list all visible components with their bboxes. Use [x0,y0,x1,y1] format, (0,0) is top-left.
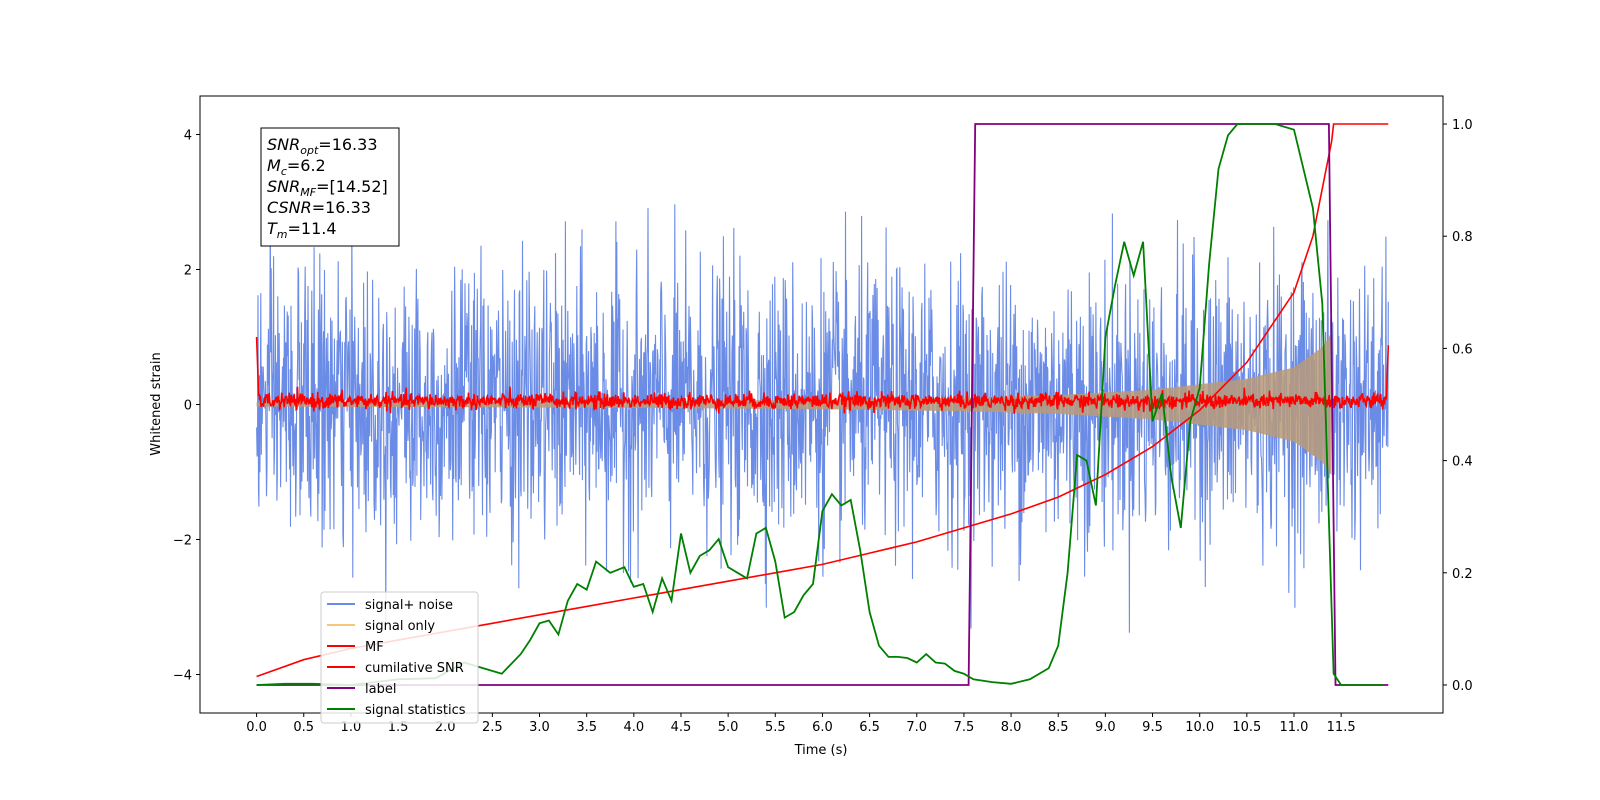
legend: signal+ noise signal only MF cumilative SNR… [320,591,479,724]
x-tick-label: 4.0 [623,720,644,735]
x-tick-label: 0.0 [246,720,267,735]
legend-label: MF [365,640,384,655]
x-tick-label: 2.5 [482,720,503,735]
x-tick-label: 3.0 [529,720,550,735]
x-tick-label: 10.0 [1185,720,1214,735]
annotation-line: SNRopt=16.33 [267,135,378,157]
x-tick-label: 8.0 [1001,720,1022,735]
x-tick-label: 5.5 [765,720,786,735]
series-mf-line [255,336,1390,414]
y2-tick-label: 0.6 [1452,342,1473,357]
x-tick-label: 1.5 [388,720,409,735]
y2-axis-ticks: 0.0 0.2 0.4 0.6 0.8 1.0 [1443,118,1473,694]
x-tick-label: 5.0 [718,720,739,735]
legend-frame [320,591,479,724]
x-tick-label: 8.5 [1048,720,1069,735]
annotation-line: Mc=6.2 [267,156,326,178]
series-signal-statistics-line [256,123,1384,686]
y-tick-label: 4 [184,128,192,143]
y-tick-label: −4 [173,669,192,684]
x-tick-label: 1.0 [341,720,362,735]
y-axis-ticks: −4 −2 0 2 4 [173,128,200,684]
annotation-frame [260,127,400,247]
x-tick-label: 10.5 [1232,720,1261,735]
x-tick-label: 9.5 [1142,720,1163,735]
annotation-line: Tm=11.4 [267,219,337,241]
legend-label: label [365,682,396,697]
legend-label: signal statistics [365,703,466,718]
y2-tick-label: 0.2 [1452,567,1473,582]
legend-label: cumilative SNR [365,661,464,676]
x-tick-label: 11.5 [1327,720,1356,735]
y-tick-label: 0 [184,399,192,414]
annotation-line: CSNR=16.33 [267,198,371,217]
legend-label: signal+ noise [365,598,453,613]
y2-tick-label: 0.8 [1452,230,1473,245]
annotation-line: SNRMF=[14.52] [267,177,388,199]
x-tick-label: 6.0 [812,720,833,735]
x-tick-label: 9.0 [1095,720,1116,735]
legend-label: signal only [365,619,435,634]
x-tick-label: 7.0 [906,720,927,735]
x-tick-label: 7.5 [954,720,975,735]
x-axis-ticks: 0.0 0.5 1.0 1.5 2.0 2.5 3.0 3.5 4.0 4.5 5.0 5.5 6.0 6… [246,713,1356,735]
y-tick-label: 2 [184,263,192,278]
series-signal-noise-line [256,203,1389,633]
annotation-box: SNRopt=16.33Mc=6.2SNRMF=[14.52]CSNR=16.3… [260,127,400,247]
x-tick-label: 2.0 [435,720,456,735]
x-tick-label: 6.5 [859,720,880,735]
y2-tick-label: 1.0 [1452,118,1473,133]
x-tick-label: 0.5 [293,720,314,735]
x-tick-label: 3.5 [576,720,597,735]
y-tick-label: −2 [173,534,192,549]
x-axis-label: Time (s) [794,743,848,758]
y-axis-label: Whitened strain [149,352,164,455]
x-tick-label: 4.5 [671,720,692,735]
x-tick-label: 11.0 [1280,720,1309,735]
y2-tick-label: 0.0 [1452,679,1473,694]
series-signal-only-line [256,333,1332,476]
y2-tick-label: 0.4 [1452,455,1473,470]
